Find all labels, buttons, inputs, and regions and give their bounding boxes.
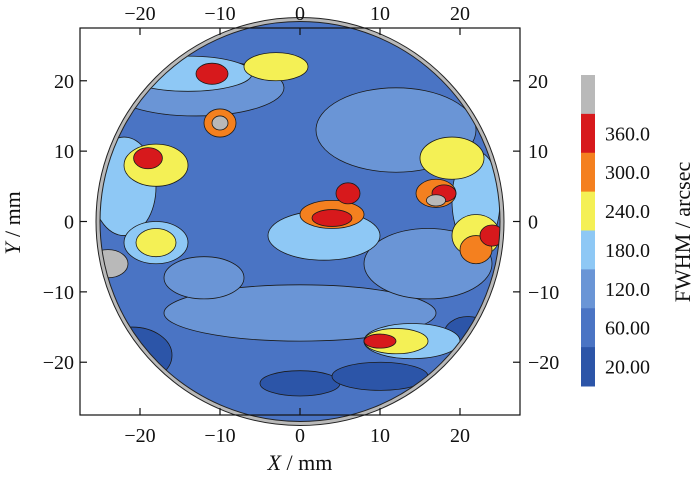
colorbar-swatch xyxy=(581,269,595,309)
colorbar-label: 300.0 xyxy=(605,162,650,184)
y-tick-label-right: −10 xyxy=(528,282,559,304)
x-axis-title: X / mm xyxy=(267,450,333,475)
map-region xyxy=(163,256,245,300)
map-region xyxy=(259,370,341,397)
x-tick-label-bottom: −20 xyxy=(124,425,155,447)
colorbar-swatch xyxy=(581,230,595,270)
colorbar-swatch xyxy=(581,152,595,193)
map-region xyxy=(425,194,446,207)
map-region xyxy=(100,249,129,279)
y-tick-label-left: −20 xyxy=(43,352,74,374)
colorbar-title: FWHM / arcsec xyxy=(670,162,695,303)
x-tick-label-top: −10 xyxy=(204,3,235,25)
map-region xyxy=(135,228,177,258)
y-axis-title: Y / mm xyxy=(0,191,25,255)
map-region xyxy=(419,136,485,180)
y-tick-label-right: 0 xyxy=(528,212,538,234)
colorbar-label: 60.00 xyxy=(605,318,650,340)
colorbar-swatch xyxy=(581,191,595,231)
x-tick-label-top: 0 xyxy=(295,3,305,25)
x-tick-label-bottom: 10 xyxy=(370,425,390,447)
map-region xyxy=(211,115,229,131)
colorbar-label: 20.00 xyxy=(605,357,650,379)
y-tick-label-left: 20 xyxy=(54,71,74,93)
map-outline xyxy=(99,21,501,422)
x-tick-label-top: 10 xyxy=(370,3,390,25)
map-region xyxy=(479,224,500,247)
colorbar: 360.0 300.0 240.0 180.0 120.0 60.00 20.00 xyxy=(581,75,650,387)
x-tick-label-bottom: −10 xyxy=(204,425,235,447)
colorbar-swatch xyxy=(581,347,595,387)
x-tick-label-bottom: 0 xyxy=(295,425,305,447)
x-tick-label-top: −20 xyxy=(124,3,155,25)
map-region xyxy=(133,147,163,170)
colorbar-label: 180.0 xyxy=(605,240,650,262)
y-tick-label-left: 0 xyxy=(64,212,74,234)
plot-axes: −20 −20 −10 −10 0 0 10 10 20 20 −20 −20 −10 −10 0 0 10 10… xyxy=(43,3,560,447)
colorbar-swatch xyxy=(581,75,595,115)
colorbar-label: 120.0 xyxy=(605,279,650,301)
map-region xyxy=(243,52,309,82)
map-region xyxy=(363,333,397,349)
map-disk xyxy=(100,21,500,422)
map-region xyxy=(195,62,229,85)
x-tick-label-bottom: 20 xyxy=(450,425,470,447)
map-region xyxy=(335,182,361,205)
y-tick-label-right: 10 xyxy=(528,141,548,163)
colorbar-swatch xyxy=(581,308,595,348)
y-tick-label-right: −20 xyxy=(528,352,559,374)
fwhm-map xyxy=(95,17,505,426)
map-region xyxy=(163,284,437,342)
colorbar-label: 360.0 xyxy=(605,123,650,145)
y-tick-label-left: −10 xyxy=(43,282,74,304)
colorbar-label: 240.0 xyxy=(605,201,650,223)
y-tick-label-right: 20 xyxy=(528,71,548,93)
map-region xyxy=(123,55,253,92)
y-tick-label-left: 10 xyxy=(54,141,74,163)
colorbar-swatch xyxy=(581,113,595,154)
map-region xyxy=(311,209,353,227)
x-tick-label-top: 20 xyxy=(450,3,470,25)
